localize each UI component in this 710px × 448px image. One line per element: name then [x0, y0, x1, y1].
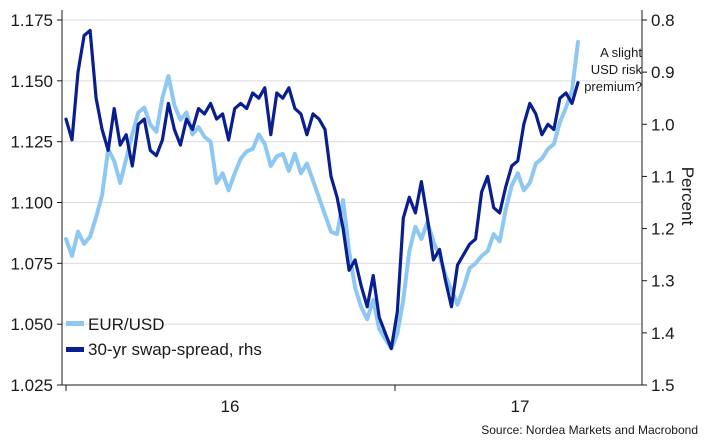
right-tick-label: 0.8 [651, 11, 675, 30]
legend-swatch-eurusd [66, 321, 84, 326]
right-tick-label: 1.1 [651, 167, 675, 186]
annotation: A slight USD risk premium? [584, 45, 642, 94]
left-tick-label: 1.125 [10, 133, 53, 152]
annotation-line-2: USD risk [591, 62, 643, 77]
annotation-line-1: A slight [600, 45, 642, 60]
left-tick-label: 1.075 [10, 254, 53, 273]
legend: EUR/USD 30-yr swap-spread, rhs [66, 315, 262, 359]
x-axis-ticks: 16 17 [65, 385, 530, 416]
left-tick-label: 1.150 [10, 72, 53, 91]
gridlines [62, 19, 642, 325]
right-axis-ticks: 0.8 0.9 1.0 1.1 1.2 1.3 1.4 1.5 [642, 11, 675, 395]
legend-label-swap-spread: 30-yr swap-spread, rhs [88, 340, 262, 359]
series-line-swap-spread [64, 28, 580, 351]
legend-label-eurusd: EUR/USD [88, 315, 165, 334]
left-tick-label: 1.050 [10, 315, 53, 334]
right-tick-label: 1.3 [651, 272, 675, 291]
right-tick-label: 0.9 [651, 63, 675, 82]
left-axis-ticks: 1.025 1.050 1.075 1.100 1.125 1.150 1.175 [10, 11, 62, 395]
right-tick-label: 1.2 [651, 220, 675, 239]
left-tick-label: 1.100 [10, 194, 53, 213]
x-tick-label: 17 [511, 397, 530, 416]
x-tick-label: 16 [221, 397, 240, 416]
source-note: Source: Nordea Markets and Macrobond [481, 423, 698, 437]
annotation-line-3: premium? [584, 79, 642, 94]
left-tick-label: 1.025 [10, 376, 53, 395]
right-tick-label: 1.5 [651, 376, 675, 395]
series-line-eurusd [64, 39, 580, 351]
left-tick-label: 1.175 [10, 11, 53, 30]
right-tick-label: 1.4 [651, 324, 675, 343]
right-tick-label: 1.0 [651, 115, 675, 134]
series-lines [64, 28, 580, 351]
right-axis-title: Percent [678, 167, 697, 226]
legend-swatch-swap-spread [66, 347, 84, 352]
